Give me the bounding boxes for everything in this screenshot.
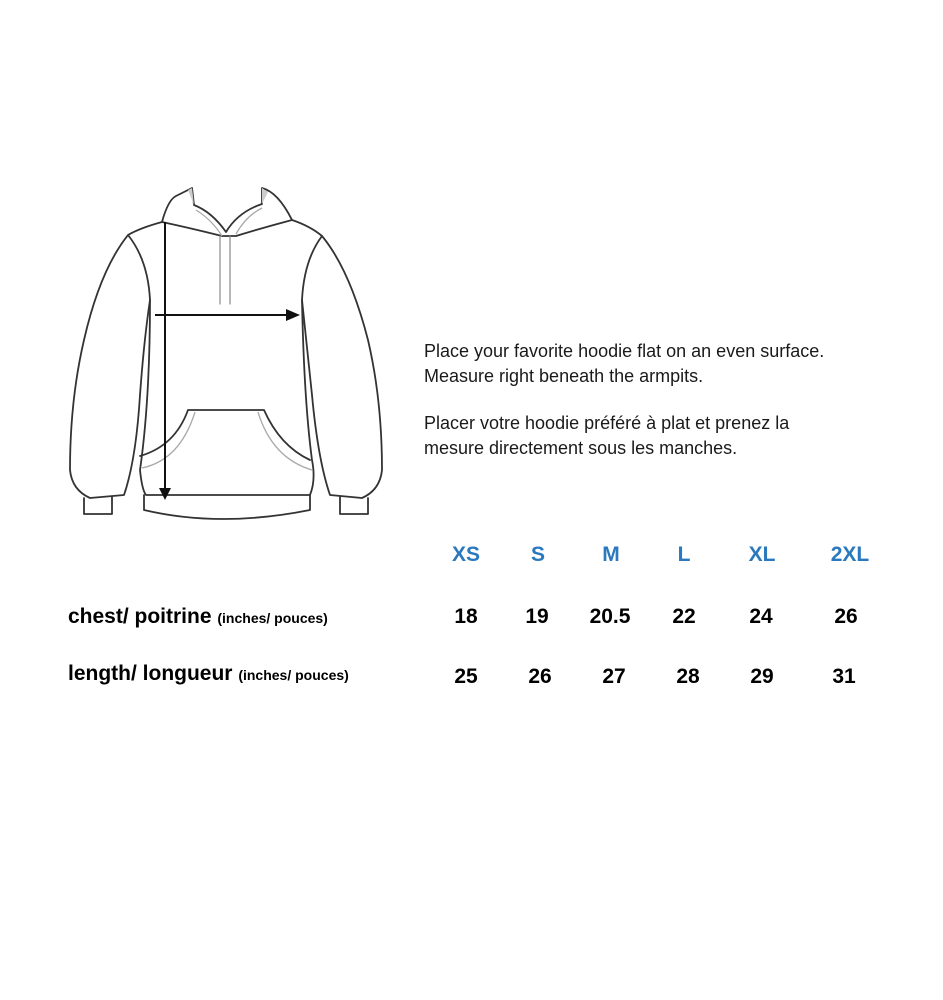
instructions-english: Place your favorite hoodie flat on an ev… [424,339,824,389]
length-value: 25 [454,665,478,688]
instructions-french: Placer votre hoodie préféré à plat et pr… [424,411,789,461]
size-header-xs: XS [451,543,480,566]
length-arrow [159,222,171,500]
size-header-s: S [530,543,545,566]
instruction-line: Placer votre hoodie préféré à plat et pr… [424,413,790,433]
size-header-xl: XL [748,543,776,566]
size-header-2xl: 2XL [830,543,870,566]
instruction-line: mesure directement sous les manches. [424,438,738,458]
row-label: chest/ poitrine [68,605,212,628]
length-value: 27 [602,665,626,688]
size-header-m: M [602,543,620,566]
length-value: 31 [832,665,856,688]
unit-label: (inches/ pouces) [238,667,349,683]
size-header-l: L [677,543,691,566]
instruction-line: Measure right beneath the armpits. [424,366,704,386]
hoodie-measurement-illustration [69,187,383,520]
chest-label: chest/ poitrine (inches/ pouces) [68,605,328,629]
chest-value: 26 [834,605,858,628]
unit-label: (inches/ pouces) [217,610,328,626]
length-value: 29 [750,665,774,688]
chest-value: 20.5 [589,605,631,628]
length-label: length/ longueur (inches/ pouces) [68,662,349,686]
chest-value: 18 [454,605,478,628]
chest-arrow [155,309,300,321]
row-label: length/ longueur [68,662,233,685]
chest-value: 22 [672,605,696,628]
length-value: 28 [676,665,700,688]
length-value: 26 [528,665,552,688]
chest-value: 24 [749,605,773,628]
chest-value: 19 [525,605,549,628]
instruction-line: Place your favorite hoodie flat on an ev… [424,341,825,361]
